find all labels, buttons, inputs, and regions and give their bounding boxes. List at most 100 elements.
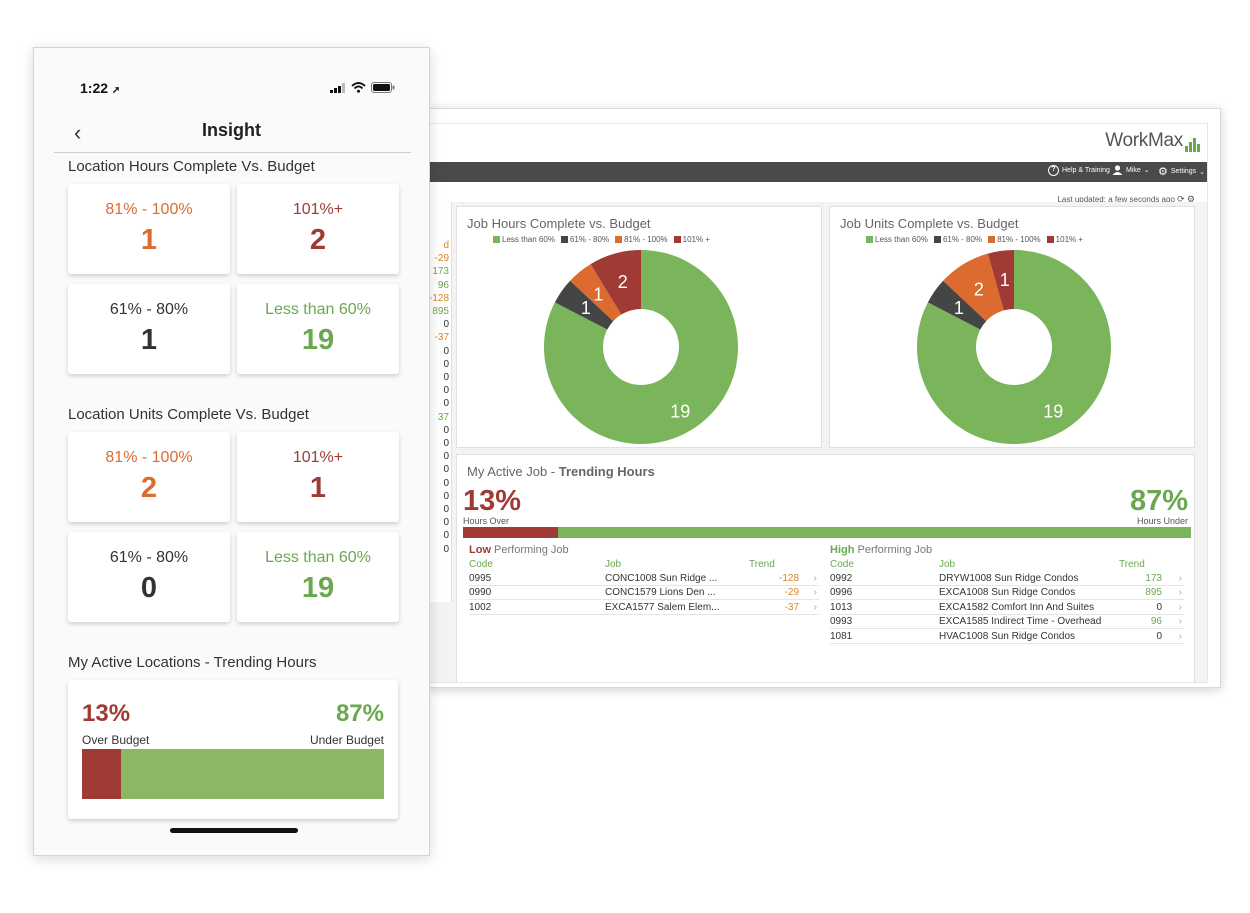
- gear-icon: ⚙: [1158, 166, 1168, 178]
- workmax-logo[interactable]: WorkMax: [1105, 130, 1201, 152]
- table-cell-value: 0: [443, 424, 449, 436]
- table-row[interactable]: 1002 EXCA1577 Salem Elem... -37 ›: [469, 601, 819, 615]
- desktop-window: WorkMax ? Help & Training Mike ⌄ ⚙ Setti…: [427, 108, 1221, 688]
- cell-job: EXCA1008 Sun Ridge Condos: [939, 587, 1076, 599]
- table-cell-value: 0: [443, 530, 449, 542]
- table-cell-value: -128: [428, 292, 449, 304]
- table-row[interactable]: 0995 CONC1008 Sun Ridge ... -128 ›: [469, 572, 819, 586]
- table-cell-value: 0: [443, 451, 449, 463]
- chevron-right-icon: ›: [1178, 587, 1182, 599]
- cell-job: EXCA1585 Indirect Time - Overhead: [939, 616, 1102, 628]
- left-partial-table: d -29 173 96 -128 895 0 -37 0 0 0 0 0 37 0 0 0 0 0 0 0 0 0 0: [428, 202, 452, 602]
- donut-slice[interactable]: [917, 250, 1111, 444]
- units-section-title: Location Units Complete Vs. Budget: [68, 406, 309, 423]
- under-budget-label: Under Budget: [309, 733, 384, 747]
- legend-swatch: [493, 236, 500, 243]
- donut-slice[interactable]: [554, 280, 614, 330]
- legend-item[interactable]: 61% - 80%: [560, 235, 610, 244]
- chevron-left-icon: ‹: [74, 120, 82, 145]
- legend-item[interactable]: 101% +: [1046, 235, 1083, 244]
- legend-label: 61% - 80%: [569, 235, 610, 244]
- hours-tile-less-60[interactable]: Less than 60% 19: [237, 284, 399, 374]
- cell-code: 0992: [830, 573, 853, 584]
- legend-label: Less than 60%: [875, 235, 928, 244]
- table-row[interactable]: 0990 CONC1579 Lions Den ... -29 ›: [469, 586, 819, 601]
- donut-slice[interactable]: [570, 264, 622, 322]
- table-cell-value: d: [443, 240, 449, 251]
- phone-trend-card[interactable]: 13% 87% Over Budget Under Budget: [68, 680, 398, 819]
- cell-code: 0990: [469, 587, 492, 599]
- table-cell-value: 0: [443, 345, 449, 357]
- tile-value: 1: [309, 472, 327, 504]
- table-cell-value: 173: [432, 266, 449, 278]
- table-cell-value: 96: [437, 279, 449, 291]
- legend-item[interactable]: 61% - 80%: [933, 235, 983, 244]
- units-tile-101-plus[interactable]: 101%+ 1: [237, 432, 399, 522]
- legend-item[interactable]: Less than 60%: [493, 235, 555, 244]
- low-performing-title: Low Performing Job: [469, 544, 819, 556]
- legend-item[interactable]: Less than 60%: [866, 235, 928, 244]
- refresh-icon[interactable]: ⟳: [1177, 194, 1185, 204]
- user-menu[interactable]: Mike ⌄: [1112, 165, 1150, 175]
- cell-code: 1081: [830, 630, 853, 642]
- hours-tile-101-plus[interactable]: 101%+ 2: [237, 184, 399, 274]
- units-tile-less-60[interactable]: Less than 60% 19: [237, 532, 399, 622]
- high-performing-table: High Performing Job Code Job Trend 0992 D…: [830, 544, 1184, 654]
- legend-item[interactable]: 101% +: [673, 235, 710, 244]
- logo-bars-icon: [1185, 130, 1201, 152]
- hours-over-pct: 13%: [463, 485, 522, 517]
- header-divider: [54, 152, 411, 153]
- units-tile-81-100[interactable]: 81% - 100% 2: [68, 432, 230, 522]
- back-button[interactable]: ‹: [74, 120, 81, 146]
- cell-job: EXCA1577 Salem Elem...: [605, 601, 720, 613]
- donut-slice[interactable]: [987, 250, 1014, 311]
- table-cell-value: 0: [443, 464, 449, 476]
- donut-slice[interactable]: [927, 280, 987, 330]
- hours-tile-81-100[interactable]: 81% - 100% 1: [68, 184, 230, 274]
- legend-item[interactable]: 81% - 100%: [988, 235, 1041, 244]
- table-row[interactable]: 0993 EXCA1585 Indirect Time - Overhead 96 ›: [830, 615, 1184, 630]
- donut-slice[interactable]: [590, 250, 641, 315]
- legend-swatch: [673, 236, 681, 243]
- donut-slice[interactable]: [544, 250, 738, 444]
- tile-label: Less than 60%: [265, 549, 371, 566]
- tile-value: 1: [140, 224, 158, 256]
- settings-menu[interactable]: ⚙ Settings ⌄: [1158, 165, 1205, 178]
- trend-title: My Active Job - Trending Hours: [467, 464, 655, 479]
- cell-trend: 173: [1145, 573, 1162, 584]
- help-training-link[interactable]: ? Help & Training: [1048, 165, 1110, 176]
- table-row[interactable]: 0996 EXCA1008 Sun Ridge Condos 895 ›: [830, 586, 1184, 601]
- legend-item[interactable]: 81% - 100%: [615, 235, 668, 244]
- units-tile-61-80[interactable]: 61% - 80% 0: [68, 532, 230, 622]
- trend-progress-bar: [463, 527, 1191, 538]
- user-icon: [1112, 165, 1123, 175]
- cell-code: 0993: [830, 616, 853, 628]
- hours-tile-61-80[interactable]: 61% - 80% 1: [68, 284, 230, 374]
- table-row[interactable]: 1013 EXCA1582 Comfort Inn And Suites 0 ›: [830, 601, 1184, 615]
- over-budget-pct: 13%: [82, 700, 131, 727]
- wifi-icon: [351, 82, 366, 93]
- col-code: Code: [469, 559, 493, 570]
- gear-icon[interactable]: ⚙: [1186, 194, 1195, 204]
- slice-label: 2: [974, 279, 984, 299]
- job-units-donut: 19 12 1: [917, 250, 1111, 444]
- time-text: 1:22: [80, 80, 109, 96]
- tile-value: 1: [140, 324, 158, 356]
- status-time: 1:22 ➚: [80, 80, 120, 96]
- donut-slice[interactable]: [943, 253, 1004, 322]
- cell-trend: 96: [1150, 616, 1162, 628]
- legend-label: Less than 60%: [502, 235, 555, 244]
- table-row[interactable]: 0992 DRYW1008 Sun Ridge Condos 173 ›: [830, 572, 1184, 586]
- status-icons: [330, 82, 395, 93]
- chart-legend: Less than 60% 61% - 80% 81% - 100% 101% +: [866, 235, 1083, 244]
- trend-title-plain: My Active Job -: [467, 464, 559, 479]
- col-code: Code: [830, 559, 854, 570]
- legend-label: 61% - 80%: [942, 235, 983, 244]
- table-cell-value: 0: [443, 372, 449, 383]
- high-title-rest: Performing Job: [854, 544, 933, 556]
- over-budget-label: Over Budget: [82, 733, 150, 747]
- slice-label: 1: [581, 298, 591, 318]
- table-cell-value: 0: [443, 438, 449, 449]
- table-row[interactable]: 1081 HVAC1008 Sun Ridge Condos 0 ›: [830, 630, 1184, 644]
